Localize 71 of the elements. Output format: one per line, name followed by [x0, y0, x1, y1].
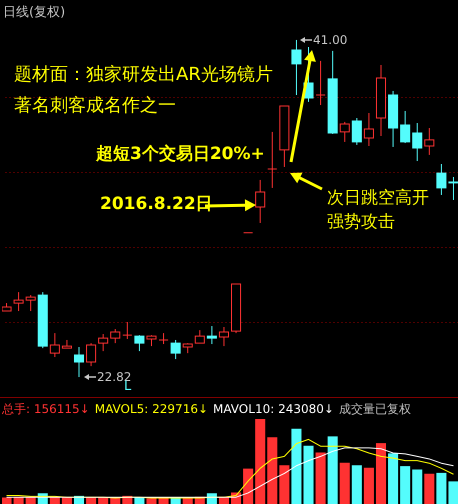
bar — [146, 498, 157, 504]
bar — [291, 428, 302, 504]
candlestick — [340, 121, 350, 142]
candlestick — [436, 163, 446, 196]
bar — [279, 465, 290, 504]
bar — [182, 498, 193, 504]
annotation: 41.00 — [313, 33, 348, 47]
text: 总手: 156115↓ — [2, 402, 90, 416]
bar — [412, 470, 422, 504]
bar — [424, 474, 434, 504]
bar — [267, 437, 278, 504]
annotation: 题材面：独家研发出AR光场镜片 — [14, 64, 273, 85]
candlestick — [74, 346, 84, 378]
candlestick — [134, 334, 144, 352]
candlestick — [14, 292, 24, 312]
bar — [303, 446, 314, 504]
candlestick — [255, 179, 266, 224]
chart-title: 日线(复权) — [3, 4, 66, 21]
bar — [110, 498, 120, 504]
candlestick — [86, 342, 96, 367]
candlestick — [424, 128, 434, 156]
annotation: 次日跳空高开 — [327, 188, 429, 208]
candlestick — [400, 110, 410, 144]
candlestick — [448, 176, 458, 200]
candlestick — [50, 332, 60, 358]
candlestick — [291, 39, 302, 96]
bar — [158, 498, 169, 504]
bar — [243, 468, 254, 504]
bar — [134, 498, 144, 504]
candlestick — [267, 131, 278, 188]
bar — [364, 468, 374, 504]
text: MAVOL5: 229716↓ — [94, 402, 208, 416]
text: MAVOL10: 243080↓ — [213, 402, 334, 416]
bar — [218, 496, 229, 504]
bar — [316, 452, 326, 504]
bar — [328, 436, 338, 504]
bar — [50, 498, 60, 504]
bar — [26, 498, 36, 504]
candlestick — [206, 326, 217, 345]
candlestick — [98, 334, 108, 352]
annotation: 超短3个交易日20%+ — [96, 144, 265, 164]
bar — [400, 466, 410, 504]
candlestick — [146, 334, 157, 347]
candlestick — [170, 339, 181, 360]
bar — [376, 443, 386, 504]
bar — [436, 472, 446, 504]
candlestick — [218, 326, 229, 347]
candlestick — [412, 122, 422, 162]
bar — [448, 481, 458, 504]
candlestick — [158, 332, 169, 345]
bar — [14, 496, 24, 504]
annotation: 22.82 — [97, 370, 132, 384]
candlestick — [316, 60, 326, 106]
annotation: 强势攻击 — [327, 212, 395, 232]
candlestick — [364, 112, 374, 147]
bar — [352, 465, 362, 504]
bar — [340, 462, 350, 504]
bar — [62, 498, 72, 504]
annotation: 著名刺客成名作之一 — [14, 95, 176, 116]
candlestick — [110, 328, 120, 344]
candlestick — [194, 330, 205, 344]
candlestick — [26, 294, 36, 312]
bar — [98, 498, 108, 504]
bar — [255, 419, 266, 504]
bar — [86, 498, 96, 504]
bar — [388, 453, 398, 504]
candlestick — [122, 321, 132, 340]
bar — [2, 498, 12, 504]
candlestick — [352, 118, 362, 146]
text: 成交量已复权 — [338, 402, 411, 416]
candlestick — [182, 342, 193, 354]
